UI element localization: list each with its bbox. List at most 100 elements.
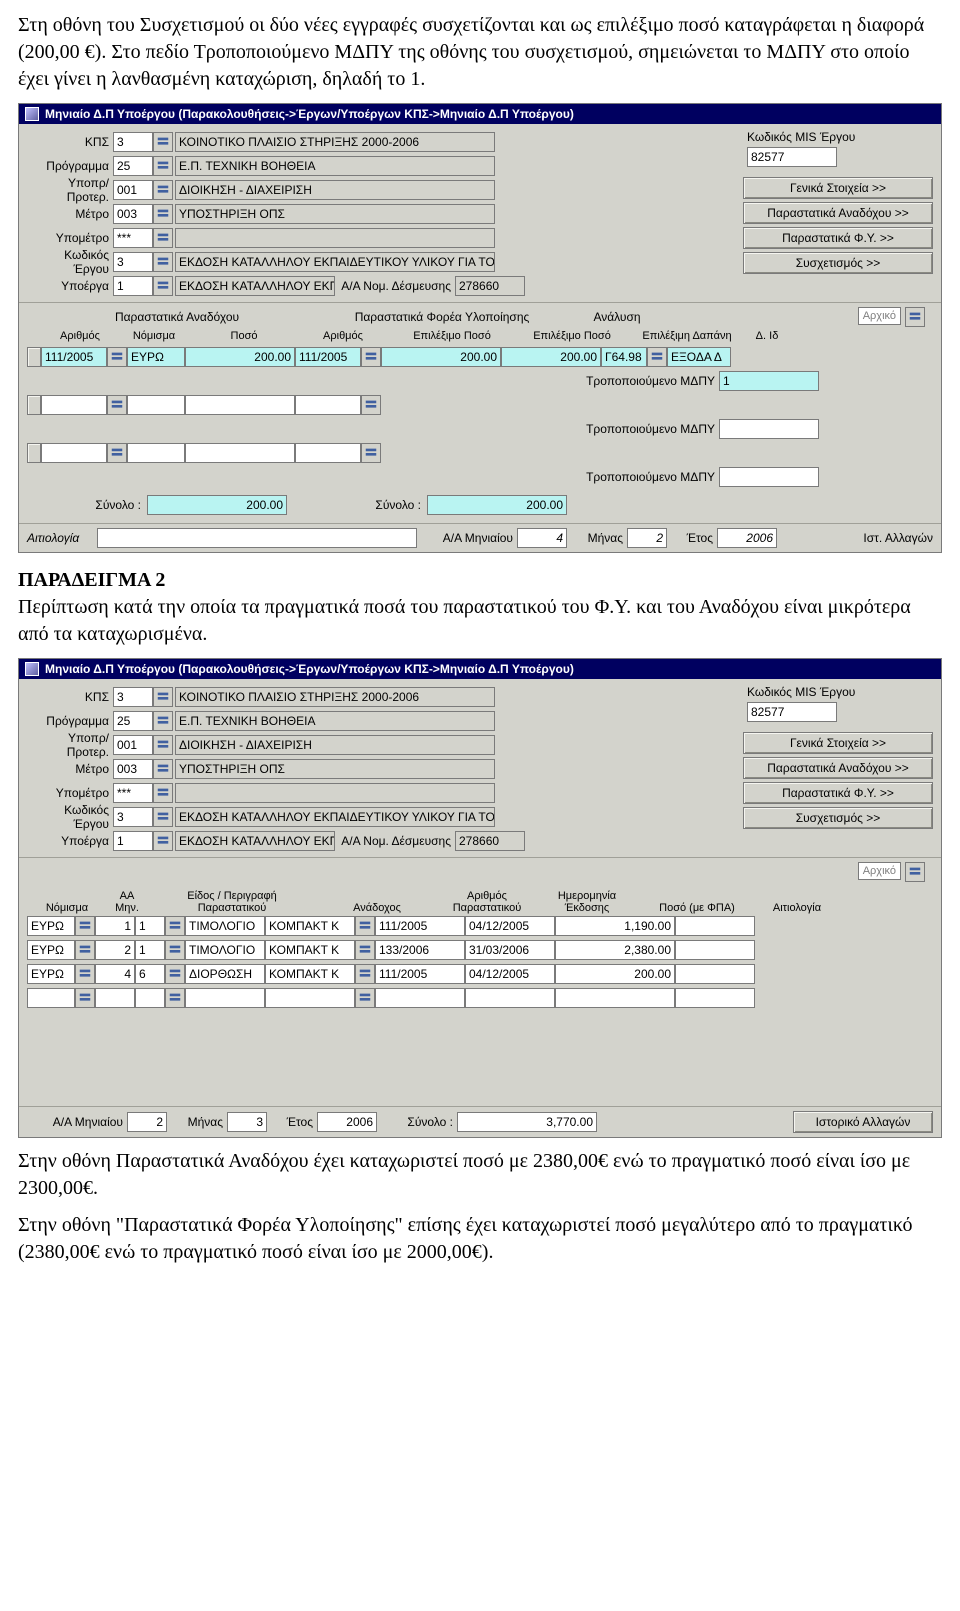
lov-programma[interactable] — [153, 156, 173, 176]
cell-poso[interactable]: 200.00 — [555, 964, 675, 984]
cell-poso2[interactable]: 200.00 — [381, 347, 501, 367]
field-metro[interactable]: 003 — [113, 204, 153, 224]
lov-metro[interactable] — [153, 759, 173, 779]
cell-empty[interactable] — [95, 988, 135, 1008]
lov-metro[interactable] — [153, 204, 173, 224]
btn-parast-anadoxou[interactable]: Παραστατικά Αναδόχου >> — [743, 202, 933, 224]
lov-nomisma[interactable] — [75, 916, 95, 936]
cell-empty[interactable] — [127, 395, 185, 415]
btn-istoriko[interactable]: Ιστορικό Αλλαγών — [793, 1111, 933, 1133]
lov-eidos[interactable] — [165, 916, 185, 936]
lov-ypometro[interactable] — [153, 783, 173, 803]
cell-nomisma[interactable]: ΕΥΡΩ — [127, 347, 185, 367]
cell-poso[interactable]: 1,190.00 — [555, 916, 675, 936]
cell-nomisma[interactable]: ΕΥΡΩ — [27, 964, 75, 984]
cell-perigr[interactable]: ΤΙΜΟΛΟΓΙΟ — [185, 940, 265, 960]
cell-poso[interactable]: 2,380.00 — [555, 940, 675, 960]
field-kod-ergou[interactable]: 3 — [113, 252, 153, 272]
cell-hmer[interactable]: 04/12/2005 — [465, 964, 555, 984]
cell-eidos[interactable]: 1 — [135, 916, 165, 936]
cell-empty[interactable] — [135, 988, 165, 1008]
lov-ypoerga[interactable] — [153, 276, 173, 296]
cell-empty[interactable] — [265, 988, 355, 1008]
cell-anadoxos[interactable]: ΚΟΜΠΑΚΤ Κ — [265, 964, 355, 984]
lov-empty[interactable] — [361, 395, 381, 415]
lov-kod-ergou[interactable] — [153, 807, 173, 827]
field-aitiologia[interactable] — [97, 528, 417, 548]
cell-empty[interactable] — [675, 988, 755, 1008]
lov-nomisma[interactable] — [75, 940, 95, 960]
lov-anadoxos[interactable] — [355, 940, 375, 960]
cell-dap[interactable]: ΕΞΟΔΑ Δ — [667, 347, 731, 367]
lov-eidos[interactable] — [165, 940, 185, 960]
cell-empty[interactable] — [127, 443, 185, 463]
cell-empty[interactable] — [185, 395, 295, 415]
lov-empty[interactable] — [75, 988, 95, 1008]
lov-ypopr[interactable] — [153, 180, 173, 200]
cell-code[interactable]: Γ64.98 — [601, 347, 647, 367]
cell-empty[interactable] — [375, 988, 465, 1008]
lov-empty[interactable] — [107, 395, 127, 415]
cell-empty[interactable] — [295, 395, 361, 415]
btn-parast-anadoxou[interactable]: Παραστατικά Αναδόχου >> — [743, 757, 933, 779]
field-ypopr[interactable]: 001 — [113, 735, 153, 755]
cell-arithmos[interactable]: 111/2005 — [375, 916, 465, 936]
field-mdpy-1[interactable]: 1 — [719, 371, 819, 391]
lov-arxiko[interactable] — [905, 862, 925, 882]
lov-eidos[interactable] — [165, 964, 185, 984]
field-mdpy-2[interactable] — [719, 419, 819, 439]
lov-row-2[interactable] — [361, 347, 381, 367]
lov-empty[interactable] — [165, 988, 185, 1008]
field-metro[interactable]: 003 — [113, 759, 153, 779]
cell-empty[interactable] — [185, 988, 265, 1008]
cell-nomisma[interactable]: ΕΥΡΩ — [27, 916, 75, 936]
cell-eidos[interactable]: 6 — [135, 964, 165, 984]
field-programma[interactable]: 25 — [113, 711, 153, 731]
field-ypometro[interactable]: *** — [113, 783, 153, 803]
field-programma[interactable]: 25 — [113, 156, 153, 176]
field-ypoerga[interactable]: 1 — [113, 831, 153, 851]
cell-empty[interactable] — [465, 988, 555, 1008]
cell-aitio[interactable] — [675, 940, 755, 960]
btn-genika[interactable]: Γενικά Στοιχεία >> — [743, 177, 933, 199]
lov-ypopr[interactable] — [153, 735, 173, 755]
cell-empty[interactable] — [41, 443, 107, 463]
btn-parast-fy[interactable]: Παραστατικά Φ.Υ. >> — [743, 782, 933, 804]
lov-programma[interactable] — [153, 711, 173, 731]
cell-nomisma[interactable]: ΕΥΡΩ — [27, 940, 75, 960]
field-ypopr[interactable]: 001 — [113, 180, 153, 200]
row-handle[interactable] — [27, 347, 41, 367]
lov-empty[interactable] — [355, 988, 375, 1008]
field-kod-ergou[interactable]: 3 — [113, 807, 153, 827]
cell-empty[interactable] — [295, 443, 361, 463]
btn-genika[interactable]: Γενικά Στοιχεία >> — [743, 732, 933, 754]
cell-aa[interactable]: 2 — [95, 940, 135, 960]
cell-aitio[interactable] — [675, 916, 755, 936]
lov-row-3[interactable] — [647, 347, 667, 367]
lov-ypometro[interactable] — [153, 228, 173, 248]
cell-empty[interactable] — [555, 988, 675, 1008]
cell-epil-poso[interactable]: 200.00 — [501, 347, 601, 367]
label-ist-allagon[interactable]: Ιστ. Αλλαγών — [777, 531, 933, 545]
cell-empty[interactable] — [185, 443, 295, 463]
row-handle[interactable] — [27, 443, 41, 463]
cell-arithmos2[interactable]: 111/2005 — [295, 347, 361, 367]
btn-parast-fy[interactable]: Παραστατικά Φ.Υ. >> — [743, 227, 933, 249]
field-mdpy-3[interactable] — [719, 467, 819, 487]
cell-empty[interactable] — [27, 988, 75, 1008]
lov-arxiko[interactable] — [905, 307, 925, 327]
row-handle[interactable] — [27, 395, 41, 415]
cell-eidos[interactable]: 1 — [135, 940, 165, 960]
lov-kps[interactable] — [153, 132, 173, 152]
cell-perigr[interactable]: ΔΙΟΡΘΩΣΗ — [185, 964, 265, 984]
cell-anadoxos[interactable]: ΚΟΜΠΑΚΤ Κ — [265, 940, 355, 960]
field-ypometro[interactable]: *** — [113, 228, 153, 248]
cell-hmer[interactable]: 04/12/2005 — [465, 916, 555, 936]
field-kps[interactable]: 3 — [113, 132, 153, 152]
lov-row-1[interactable] — [107, 347, 127, 367]
lov-nomisma[interactable] — [75, 964, 95, 984]
cell-empty[interactable] — [41, 395, 107, 415]
cell-aa[interactable]: 4 — [95, 964, 135, 984]
lov-empty[interactable] — [361, 443, 381, 463]
lov-kps[interactable] — [153, 687, 173, 707]
